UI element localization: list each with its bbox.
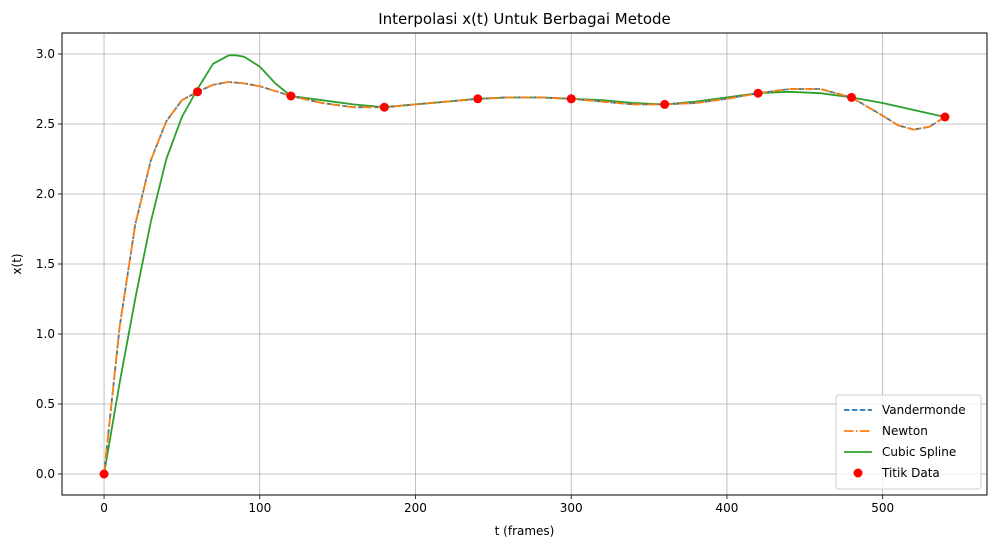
legend-label-newton: Newton bbox=[882, 424, 928, 438]
x-tick-label: 500 bbox=[871, 501, 894, 515]
data-point bbox=[847, 92, 857, 102]
data-point bbox=[286, 91, 296, 101]
legend-label-vandermonde: Vandermonde bbox=[882, 403, 966, 417]
chart-title: Interpolasi x(t) Untuk Berbagai Metode bbox=[378, 10, 671, 28]
data-point bbox=[379, 102, 389, 112]
data-point bbox=[753, 88, 763, 98]
y-tick-label: 1.5 bbox=[36, 257, 55, 271]
legend-label-cubic-spline: Cubic Spline bbox=[882, 445, 956, 459]
legend: Vandermonde Newton Cubic Spline Titik Da… bbox=[835, 394, 982, 490]
x-tick-label: 300 bbox=[560, 501, 583, 515]
x-axis-label: t (frames) bbox=[495, 524, 555, 538]
x-tick-label: 200 bbox=[404, 501, 427, 515]
data-point bbox=[660, 99, 670, 109]
y-tick-label: 1.0 bbox=[36, 327, 55, 341]
y-tick-label: 3.0 bbox=[36, 47, 55, 61]
data-point bbox=[566, 94, 576, 104]
y-tick-label: 2.5 bbox=[36, 117, 55, 131]
grid bbox=[62, 33, 987, 495]
data-points-group bbox=[99, 87, 950, 479]
x-tick-label: 0 bbox=[100, 501, 108, 515]
legend-swatch-titik-data bbox=[853, 468, 863, 478]
y-tick-label: 2.0 bbox=[36, 187, 55, 201]
y-tick-label: 0.0 bbox=[36, 467, 55, 481]
x-tick-label: 400 bbox=[715, 501, 738, 515]
data-point bbox=[99, 469, 109, 479]
legend-box bbox=[835, 394, 982, 490]
data-point bbox=[940, 112, 950, 122]
data-point bbox=[473, 94, 483, 104]
x-tick-label: 100 bbox=[248, 501, 271, 515]
axis-ticks: 0 100 200 300 400 500 0.0 0.5 1.0 1.5 2.0 2.5 3.0 bbox=[36, 47, 894, 515]
legend-label-titik-data: Titik Data bbox=[881, 466, 940, 480]
data-point bbox=[192, 87, 202, 97]
y-tick-label: 0.5 bbox=[36, 397, 55, 411]
y-axis-label: x(t) bbox=[10, 253, 24, 274]
